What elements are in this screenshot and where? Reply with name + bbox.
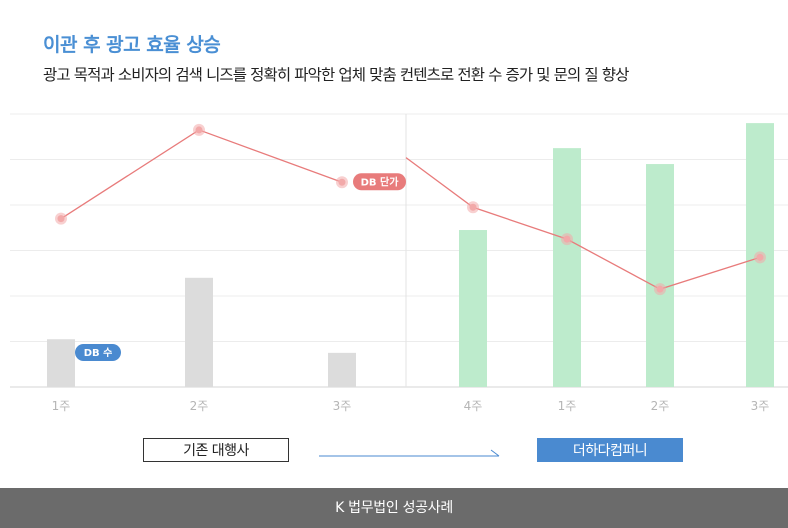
chart-area: 1주 2주 3주 4주 1주 2주 3주 DB 수 DB 단가 (10, 113, 788, 413)
line-point (756, 253, 764, 261)
legend-new-agency: 더하다컴퍼니 (537, 438, 683, 462)
x-tick-label: 2주 (190, 399, 209, 413)
x-tick-label: 4주 (464, 399, 483, 413)
legend-previous-agency: 기존 대행사 (143, 438, 289, 462)
line-point (469, 203, 477, 211)
bar (328, 352, 356, 387)
line-point (563, 235, 571, 243)
line-point (57, 215, 65, 223)
x-tick-label: 2주 (651, 399, 670, 413)
x-tick-label: 3주 (333, 399, 352, 413)
x-tick-label: 1주 (558, 399, 577, 413)
bar (47, 339, 75, 387)
x-tick-label: 1주 (52, 399, 71, 413)
footer-case-title: K 법무법인 성공사례 (0, 488, 788, 528)
bar (185, 277, 213, 387)
bar (459, 230, 487, 387)
line-point (338, 178, 346, 186)
line-point (195, 126, 203, 134)
bar (553, 148, 581, 387)
series-tag (75, 344, 121, 361)
series-tag-label: DB 단가 (361, 175, 400, 188)
line-point (656, 285, 664, 293)
chart-title: 이관 후 광고 효율 상승 (43, 34, 221, 56)
bar (646, 164, 674, 387)
chart-subtitle: 광고 목적과 소비자의 검색 니즈를 정확히 파악한 업체 맞춤 컨텐츠로 전환… (43, 66, 629, 84)
x-tick-label: 3주 (751, 399, 770, 413)
arrow-right-icon (319, 449, 500, 457)
series-tag (353, 173, 406, 191)
series-tag-label: DB 수 (84, 347, 113, 359)
